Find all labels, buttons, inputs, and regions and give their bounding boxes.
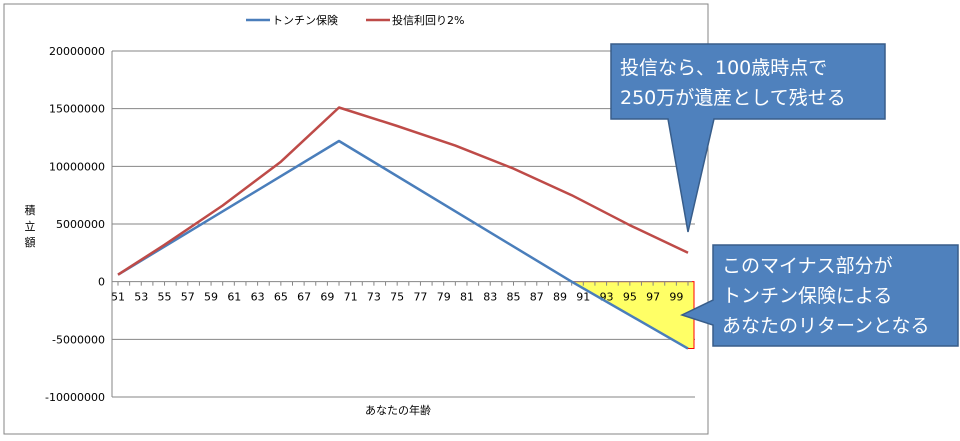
callout-top-line-2: 250万が遺産として残せる (620, 87, 846, 109)
x-tick-label: 95 (623, 291, 637, 304)
y-tick-label: 0 (98, 276, 105, 289)
legend-label: トンチン保険 (272, 13, 338, 27)
x-tick-label: 87 (530, 291, 544, 304)
x-tick-label: 61 (227, 291, 241, 304)
x-tick-label: 65 (274, 291, 288, 304)
callout-bottom-line-2: トンチン保険による (722, 285, 892, 307)
x-axis: 51 53 55 57 59 61 63 65 67 69 71 73 75 77 79 81 83 85 87 89… (111, 281, 692, 304)
callout-top: 投信なら、100歳時点で 250万が遺産として残せる (610, 43, 886, 233)
x-tick-label: 81 (460, 291, 474, 304)
x-axis-title: あなたの年齢 (365, 403, 431, 417)
y-tick-label: -5000000 (52, 333, 105, 346)
callout-bottom-shape (679, 244, 959, 347)
x-tick-label: 55 (158, 291, 172, 304)
legend-label: 投信利回り2% (392, 13, 464, 27)
y-axis: -10000000 -5000000 0 5000000 10000000 1500000… (45, 45, 113, 404)
series-line-2 (117, 106, 689, 276)
x-tick-label: 97 (646, 291, 660, 304)
callout-bottom: このマイナス部分が トンチン保険による あなたのリターンとなる (679, 244, 959, 347)
y-tick-label: 5000000 (56, 218, 105, 231)
x-tick-label: 85 (507, 291, 521, 304)
legend: トンチン保険 投信利回り2% (246, 13, 464, 27)
x-tick-label: 75 (390, 291, 404, 304)
gridlines (112, 50, 695, 398)
x-tick-label: 89 (553, 291, 567, 304)
x-tick-label: 91 (576, 291, 590, 304)
x-tick-label: 69 (320, 291, 334, 304)
callout-top-line-1: 投信なら、100歳時点で (620, 57, 827, 79)
x-tick-label: 77 (413, 291, 427, 304)
x-tick-label: 79 (437, 291, 451, 304)
y-tick-label: 20000000 (49, 45, 105, 58)
chart-frame (3, 3, 709, 435)
x-tick-label: 57 (181, 291, 195, 304)
series-lines (117, 106, 689, 350)
y-tick-label: -10000000 (45, 391, 105, 404)
callout-bottom-line-3: あなたのリターンとなる (722, 315, 929, 337)
x-tick-label: 71 (344, 291, 358, 304)
y-tick-label: 15000000 (49, 103, 105, 116)
x-tick-label: 73 (367, 291, 381, 304)
x-tick-label: 63 (251, 291, 265, 304)
x-tick-label: 53 (134, 291, 148, 304)
callout-bottom-line-1: このマイナス部分が (722, 255, 893, 277)
x-tick-label: 59 (204, 291, 218, 304)
x-tick-label: 67 (297, 291, 311, 304)
series-line-1 (117, 139, 689, 350)
x-tick-label: 51 (111, 291, 125, 304)
y-tick-label: 10000000 (49, 160, 105, 173)
x-tick-label: 83 (483, 291, 497, 304)
x-tick-label: 99 (669, 291, 683, 304)
y-axis-title: 積立額 (25, 203, 36, 249)
callout-top-shape (610, 43, 886, 233)
